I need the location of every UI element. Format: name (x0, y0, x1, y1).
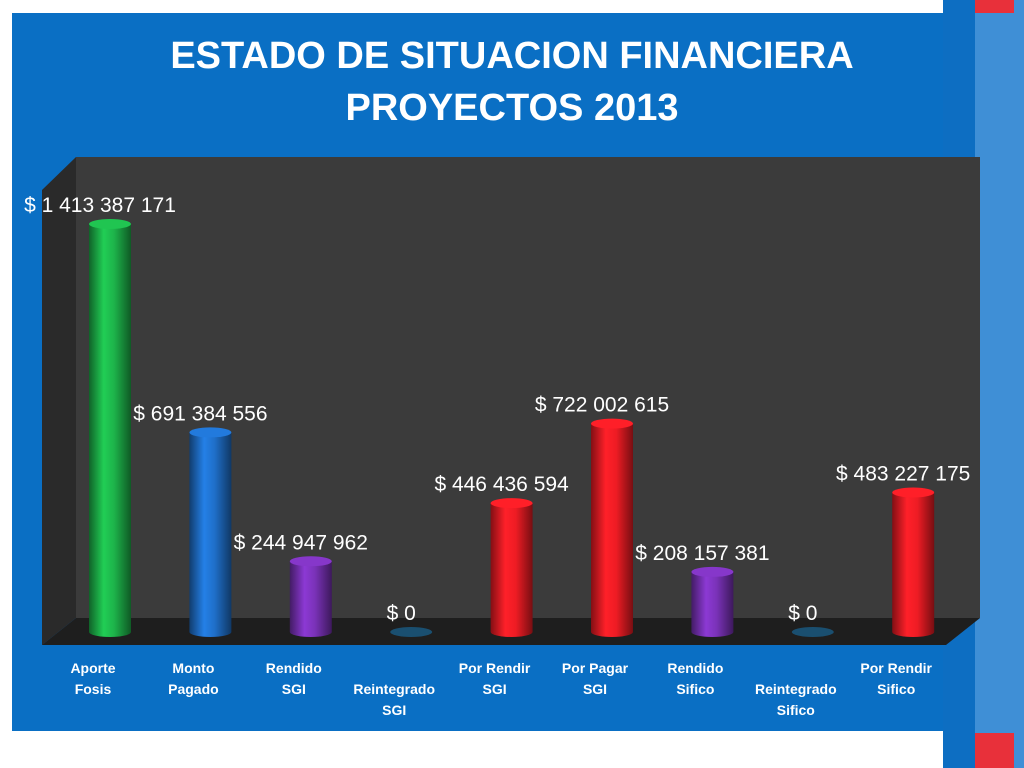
bar-top-6 (691, 566, 734, 577)
bottom-blue-accent (943, 733, 975, 768)
chart-left-wall (42, 157, 76, 645)
bar-top-4 (490, 498, 533, 509)
category-label-0: Aporte Fosis (70, 660, 115, 697)
category-label-5: Por Pagar SGI (562, 660, 629, 697)
bar-2 (289, 561, 332, 637)
value-label-6: $ 208 157 381 (635, 542, 769, 565)
bar-1 (189, 432, 232, 637)
category-label-8: Por Rendir Sifico (860, 660, 932, 697)
slide-title: ESTADO DE SITUACION FINANCIERA PROYECTOS… (12, 30, 1012, 134)
category-label-7: Reintegrado Sifico (755, 681, 837, 718)
value-label-1: $ 691 384 556 (133, 402, 267, 425)
right-decor-strip-inner (975, 0, 1024, 768)
value-label-5: $ 722 002 615 (535, 394, 669, 417)
bar-7 (791, 627, 834, 637)
value-label-2: $ 244 947 962 (234, 531, 368, 554)
bar-top-8 (892, 487, 935, 498)
bar-top-0 (89, 219, 131, 229)
value-label-4: $ 446 436 594 (434, 473, 569, 496)
title-line-2: PROYECTOS 2013 (345, 87, 679, 129)
category-label-3: Reintegrado SGI (353, 681, 435, 718)
category-label-4: Por Rendir SGI (459, 660, 531, 697)
value-label-8: $ 483 227 175 (836, 463, 970, 486)
chart-back-wall (76, 157, 980, 618)
category-label-2: Rendido SGI (266, 660, 322, 697)
bar-6 (691, 571, 734, 637)
bar-top-1 (189, 427, 232, 438)
value-labels-group: $ 1 413 387 171 $ 691 384 556 $ 244 947 96… (24, 194, 970, 625)
bar-3 (390, 627, 433, 637)
value-label-7: $ 0 (788, 602, 817, 625)
bar-0 (89, 224, 131, 637)
bar-top-5 (591, 418, 633, 429)
bar-5 (591, 423, 633, 637)
title-line-1: ESTADO DE SITUACION FINANCIERA (170, 35, 854, 77)
category-label-1: Monto Pagado (168, 660, 219, 697)
bar-top-2 (289, 556, 332, 567)
bar-8 (892, 492, 935, 637)
top-red-accent (975, 0, 1014, 13)
bars-group (89, 219, 935, 637)
category-labels-group: Aporte Fosis Monto Pagado Rendido SGI Reintegr… (70, 660, 932, 718)
bottom-red-accent (975, 733, 1014, 768)
value-label-3: $ 0 (387, 602, 416, 625)
bar-4 (490, 503, 533, 637)
value-label-0: $ 1 413 387 171 (24, 194, 176, 217)
category-label-6: Rendido Sifico (667, 660, 723, 697)
